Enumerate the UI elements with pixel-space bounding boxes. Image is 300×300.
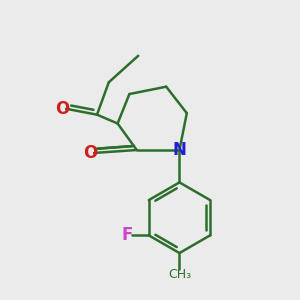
Text: O: O bbox=[56, 100, 70, 118]
Text: O: O bbox=[83, 144, 98, 162]
Text: CH₃: CH₃ bbox=[168, 268, 191, 281]
Text: N: N bbox=[172, 141, 186, 159]
Text: F: F bbox=[121, 226, 132, 244]
